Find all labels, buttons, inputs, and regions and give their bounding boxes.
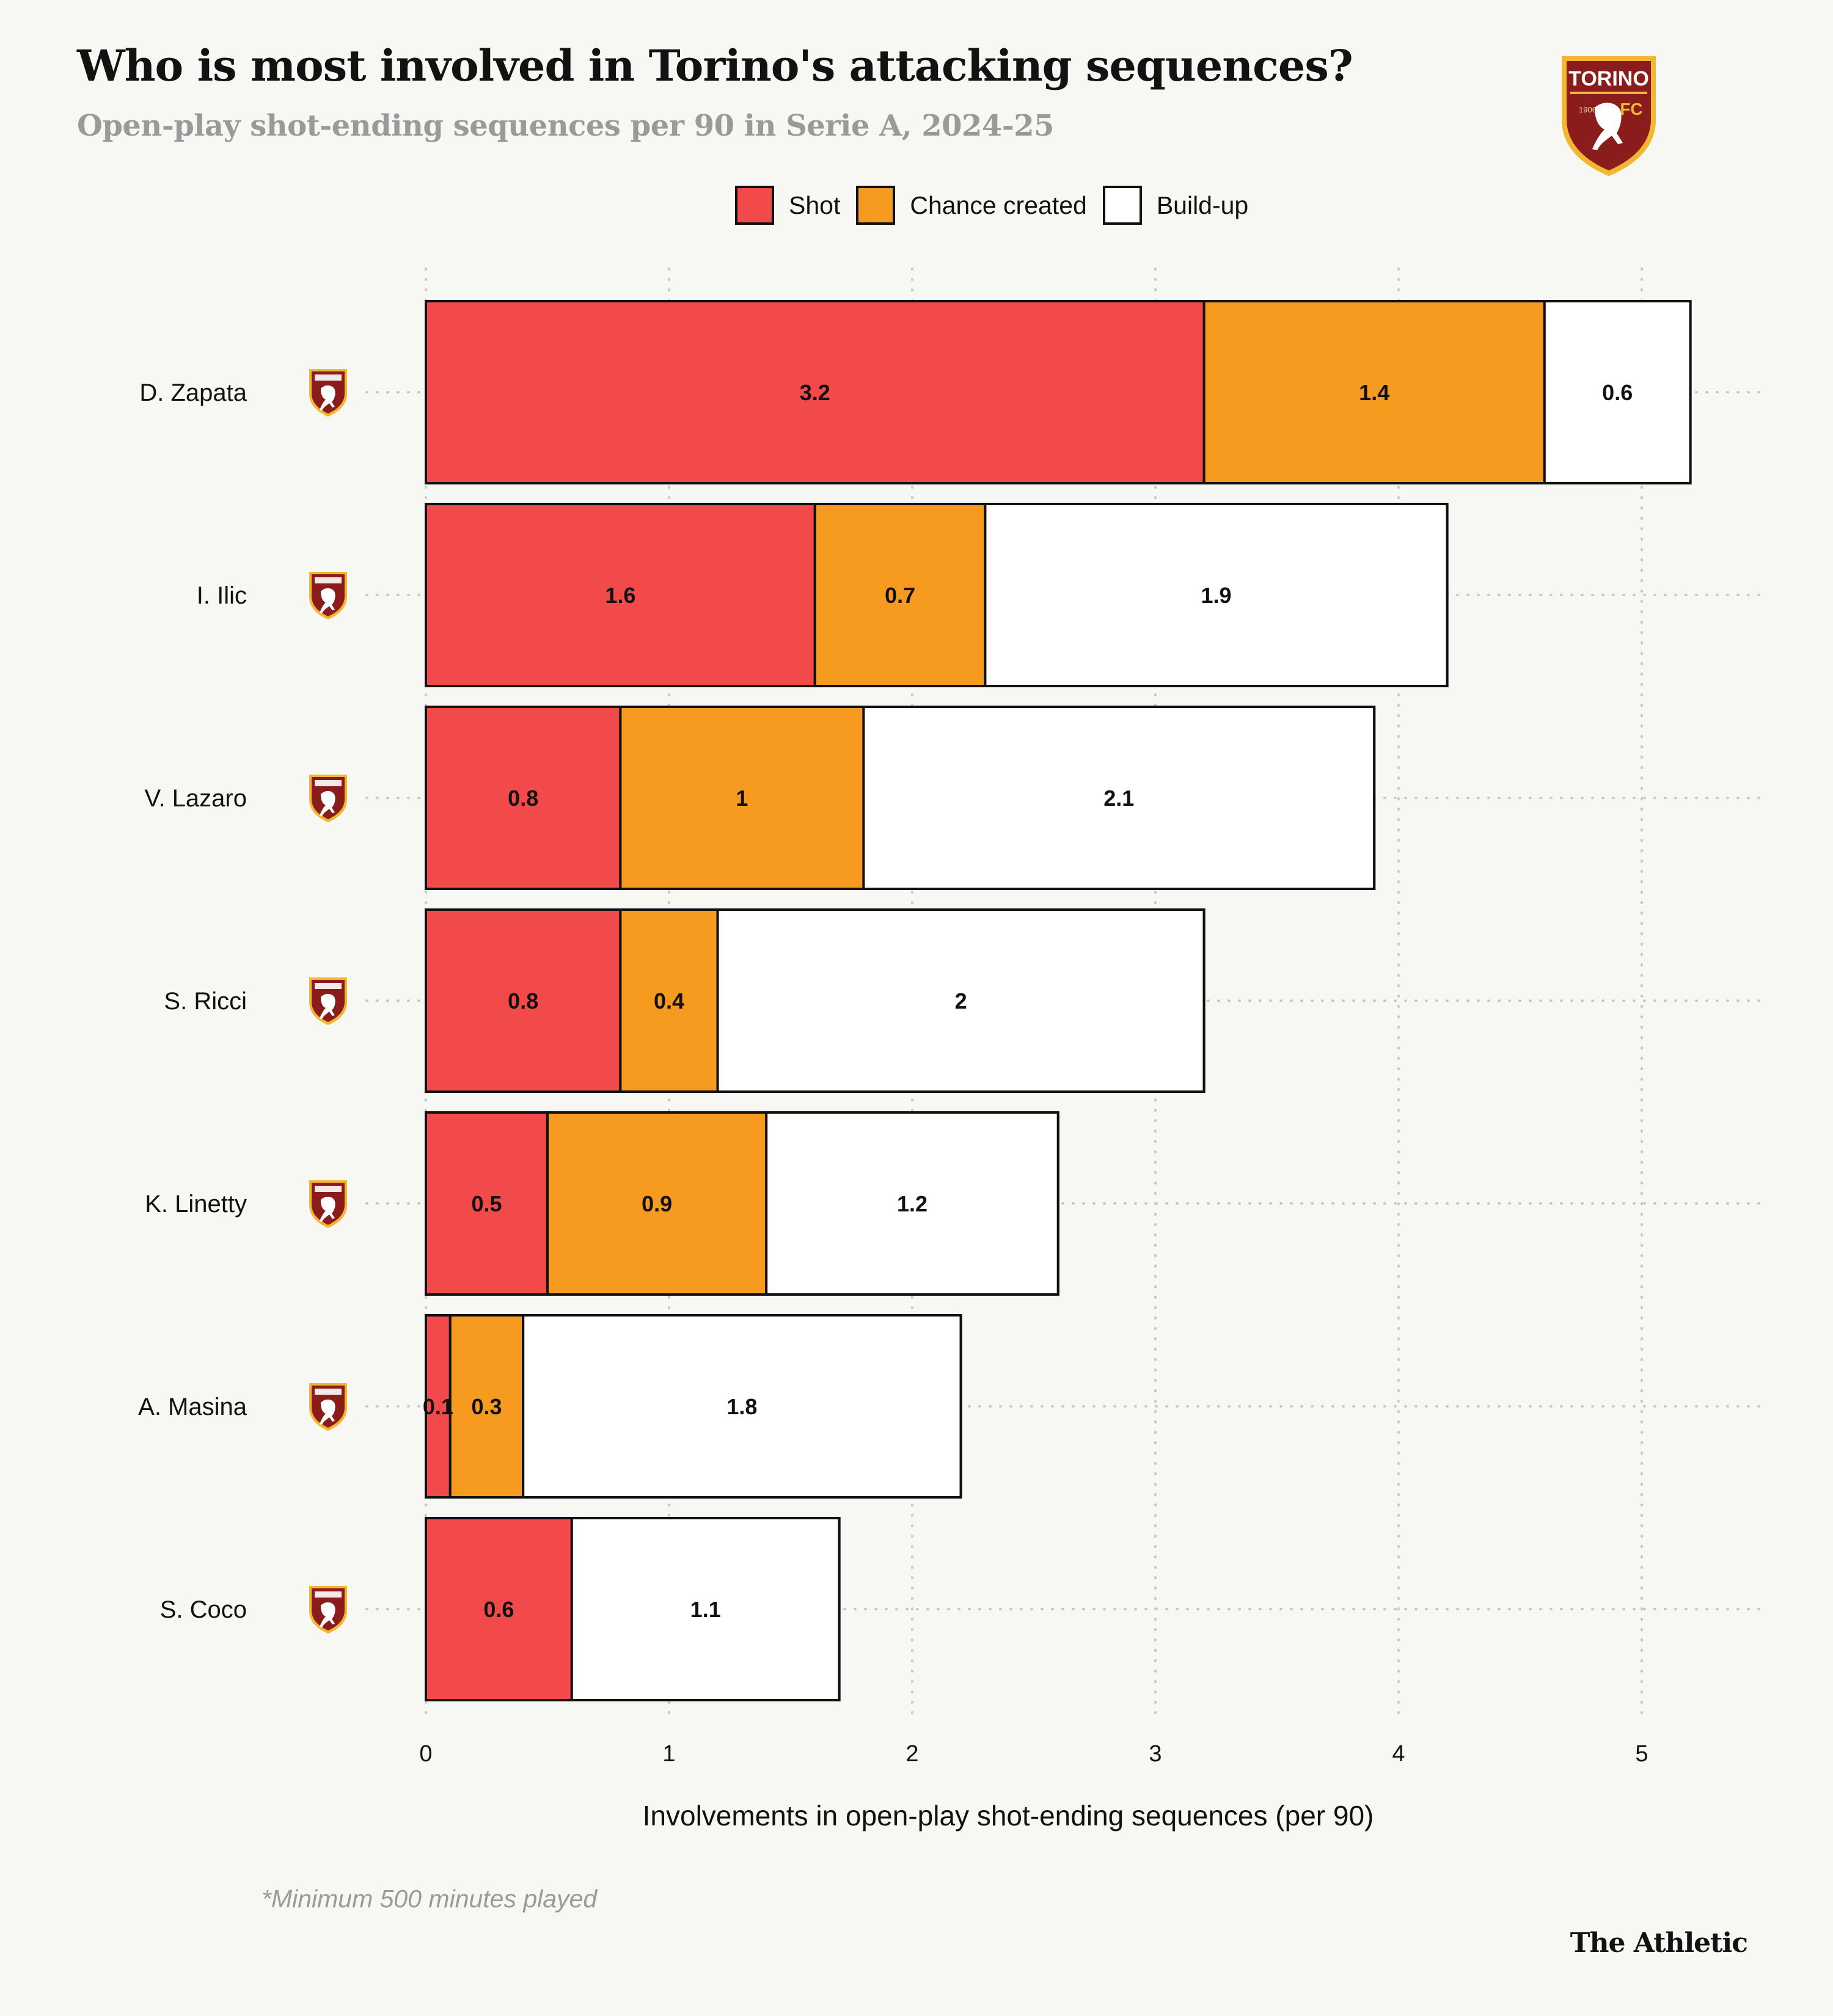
bar-segment: [619, 908, 719, 1093]
bar-segment: [425, 908, 622, 1093]
bar-value-label: 0.1: [423, 1394, 453, 1419]
logo-year: 1906: [1579, 105, 1597, 114]
bar-segment: [448, 1314, 525, 1499]
bar-segment: [619, 706, 865, 890]
bar-value-label: 0.8: [508, 786, 538, 811]
player-crest-icon: [309, 1383, 347, 1431]
x-tick-label: 5: [1635, 1741, 1648, 1767]
player-crest-icon: [309, 369, 347, 417]
player-label: A. Masina: [138, 1393, 247, 1420]
stacked-bar-chart: D. Zapata 3.2 1.4 0.6 I. Ilic 1.6 0.7 1.9 V. Laz…: [138, 268, 1761, 1832]
bar-value-label: 0.7: [885, 583, 915, 608]
bar-segment: [546, 1111, 768, 1296]
player-label: S. Ricci: [164, 988, 247, 1015]
legend: Shot Chance created Build-up: [735, 183, 1264, 227]
x-tick-label: 0: [419, 1741, 432, 1767]
player-crest-icon: [309, 572, 347, 619]
x-tick-label: 2: [906, 1741, 918, 1767]
logo-suffix: FC: [1620, 100, 1642, 119]
legend-swatch: [735, 186, 774, 225]
bar-outline: [425, 1517, 841, 1701]
player-label: S. Coco: [160, 1596, 247, 1623]
bar-value-label: 0.9: [642, 1191, 672, 1216]
bar-value-label: 2: [955, 988, 967, 1013]
player-crest-icon: [309, 1180, 347, 1228]
logo-name: TORINO: [1568, 67, 1649, 90]
legend-swatch: [1102, 186, 1142, 225]
bar-value-label: 0.6: [1602, 380, 1633, 405]
player-crest-icon: [309, 775, 347, 822]
legend-swatch: [856, 186, 896, 225]
bar-segment: [862, 706, 1376, 890]
bar-outline: [425, 1314, 962, 1499]
x-tick-label: 3: [1149, 1741, 1162, 1767]
x-tick-label: 1: [662, 1741, 675, 1767]
bar-value-label: 0.6: [483, 1597, 514, 1622]
legend-item: Shot: [735, 186, 840, 225]
bar-segment: [1202, 300, 1546, 484]
bar-value-label: 3.2: [800, 380, 830, 405]
player-label: K. Linetty: [145, 1191, 247, 1218]
legend-label: Build-up: [1156, 191, 1249, 219]
bar-value-label: 1.4: [1359, 380, 1389, 405]
bar-value-label: 1.8: [726, 1394, 757, 1419]
player-label: V. Lazaro: [144, 785, 247, 812]
bar-outline: [425, 1111, 1059, 1296]
bull-icon: [1592, 103, 1623, 150]
bar-value-label: 1.1: [690, 1597, 721, 1622]
bar-outline: [425, 908, 1206, 1093]
player-crest-icon: [309, 1586, 347, 1634]
bar-value-label: 0.4: [654, 988, 684, 1013]
legend-label: Shot: [789, 191, 841, 219]
bar-value-label: 0.8: [508, 988, 538, 1013]
bar-segment: [813, 503, 987, 687]
brand-wordmark: The Athletic: [1570, 1927, 1748, 1959]
chart-title: Who is most involved in Torino's attacki…: [77, 40, 1353, 91]
bar-outline: [425, 706, 1376, 890]
bar-segment: [425, 503, 816, 687]
player-crest-icon: [309, 977, 347, 1025]
bar-segment: [425, 1517, 573, 1701]
player-label: I. Ilic: [197, 582, 247, 609]
player-label: D. Zapata: [139, 379, 247, 406]
legend-item: Chance created: [856, 186, 1087, 225]
x-tick-label: 4: [1392, 1741, 1405, 1767]
bar-segment: [425, 1111, 549, 1296]
bar-value-label: 0.3: [471, 1394, 502, 1419]
bar-value-label: 2.1: [1103, 786, 1134, 811]
bar-value-label: 1.2: [897, 1191, 927, 1216]
bar-outline: [425, 503, 1449, 687]
x-axis-label: Involvements in open-play shot-ending se…: [643, 1800, 1374, 1832]
bar-segment: [570, 1517, 841, 1701]
footnote: *Minimum 500 minutes played: [262, 1885, 598, 1913]
bar-value-label: 0.5: [471, 1191, 502, 1216]
bar-segment: [765, 1111, 1059, 1296]
legend-item: Build-up: [1102, 186, 1249, 225]
legend-label: Chance created: [910, 191, 1087, 219]
bar-value-label: 1.6: [605, 583, 635, 608]
chart-subtitle: Open-play shot-ending sequences per 90 i…: [77, 109, 1055, 143]
bar-value-label: 1: [736, 786, 748, 811]
bar-value-label: 1.9: [1201, 583, 1231, 608]
bar-outline: [425, 300, 1692, 484]
torino-logo: TORINO 1906 FC: [1562, 56, 1656, 176]
bar-segment: [716, 908, 1206, 1093]
